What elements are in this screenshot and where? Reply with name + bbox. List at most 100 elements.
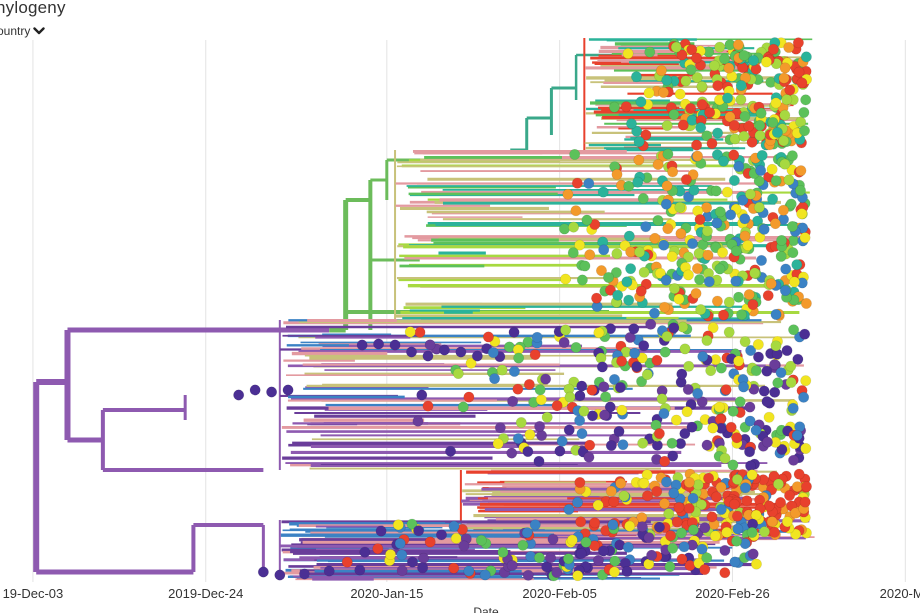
tip-marker[interactable] [575, 547, 587, 559]
tip-marker[interactable] [799, 125, 811, 137]
tip-marker[interactable] [274, 569, 286, 581]
tip-marker[interactable] [779, 109, 791, 121]
tip-marker[interactable] [682, 251, 694, 263]
tip-marker[interactable] [416, 389, 428, 401]
tip-marker[interactable] [465, 357, 477, 369]
tip-marker[interactable] [681, 406, 693, 418]
tip-marker[interactable] [655, 65, 667, 77]
tip-marker[interactable] [704, 106, 716, 118]
tip-marker[interactable] [766, 163, 778, 175]
tip-marker[interactable] [787, 247, 799, 259]
tip-marker[interactable] [605, 485, 617, 497]
tip-marker[interactable] [603, 271, 615, 283]
tip-marker[interactable] [404, 326, 416, 338]
tip-marker[interactable] [489, 373, 501, 385]
tip-marker[interactable] [781, 94, 793, 106]
tip-marker[interactable] [560, 324, 572, 336]
tip-marker[interactable] [621, 276, 633, 288]
tip-marker[interactable] [584, 439, 596, 451]
tip-marker[interactable] [282, 384, 294, 396]
tip-marker[interactable] [747, 548, 759, 560]
tip-marker[interactable] [691, 52, 703, 64]
tip-marker[interactable] [534, 420, 546, 432]
tip-marker[interactable] [739, 230, 751, 242]
tip-marker[interactable] [506, 447, 518, 459]
tip-marker[interactable] [723, 62, 735, 74]
tip-marker[interactable] [732, 39, 744, 51]
tip-markers[interactable] [233, 37, 813, 582]
tip-marker[interactable] [592, 554, 604, 566]
tip-marker[interactable] [612, 289, 624, 301]
tip-marker[interactable] [691, 71, 703, 83]
tip-marker[interactable] [714, 41, 726, 53]
tip-marker[interactable] [414, 326, 426, 338]
tip-marker[interactable] [758, 385, 770, 397]
tip-marker[interactable] [660, 198, 672, 210]
tip-marker[interactable] [632, 176, 644, 188]
tip-marker[interactable] [754, 129, 766, 141]
tip-marker[interactable] [629, 347, 641, 359]
tip-marker[interactable] [600, 391, 612, 403]
tip-marker[interactable] [412, 415, 424, 427]
tip-marker[interactable] [556, 435, 568, 447]
tip-marker[interactable] [667, 542, 679, 554]
tip-marker[interactable] [799, 496, 811, 508]
tip-marker[interactable] [448, 562, 460, 574]
tip-marker[interactable] [719, 544, 731, 556]
tip-marker[interactable] [776, 443, 788, 455]
tip-marker[interactable] [372, 543, 384, 555]
tip-marker[interactable] [692, 387, 704, 399]
tip-marker[interactable] [758, 526, 770, 538]
tip-marker[interactable] [435, 529, 447, 541]
tip-marker[interactable] [644, 46, 656, 58]
tip-marker[interactable] [727, 405, 739, 417]
tip-marker[interactable] [534, 384, 546, 396]
tip-marker[interactable] [623, 294, 635, 306]
tip-marker[interactable] [721, 526, 733, 538]
tip-marker[interactable] [725, 209, 737, 221]
tip-marker[interactable] [788, 324, 800, 336]
tip-marker[interactable] [494, 422, 506, 434]
tip-marker[interactable] [624, 520, 636, 532]
tip-marker[interactable] [720, 384, 732, 396]
tip-marker[interactable] [747, 299, 759, 311]
tip-marker[interactable] [396, 565, 408, 577]
tip-marker[interactable] [622, 48, 634, 60]
tip-marker[interactable] [666, 437, 678, 449]
tip-marker[interactable] [551, 567, 563, 579]
tip-marker[interactable] [739, 482, 751, 494]
tip-marker[interactable] [769, 359, 781, 371]
tip-marker[interactable] [770, 97, 782, 109]
tip-marker[interactable] [723, 296, 735, 308]
tip-marker[interactable] [677, 119, 689, 131]
tip-marker[interactable] [728, 119, 740, 131]
tip-marker[interactable] [667, 450, 679, 462]
tip-marker[interactable] [665, 530, 677, 542]
tip-marker[interactable] [609, 555, 621, 567]
tip-marker[interactable] [673, 293, 685, 305]
tip-marker[interactable] [755, 165, 767, 177]
tip-marker[interactable] [730, 245, 742, 257]
tip-marker[interactable] [668, 322, 680, 334]
tip-marker[interactable] [788, 276, 800, 288]
tip-marker[interactable] [266, 386, 278, 398]
tip-marker[interactable] [707, 422, 719, 434]
tip-marker[interactable] [471, 350, 483, 362]
tip-marker[interactable] [625, 263, 637, 275]
tip-marker[interactable] [676, 553, 688, 565]
tip-marker[interactable] [668, 108, 680, 120]
tip-marker[interactable] [299, 568, 311, 580]
tip-marker[interactable] [658, 408, 670, 420]
tip-marker[interactable] [341, 556, 353, 568]
tip-marker[interactable] [598, 244, 610, 256]
tip-marker[interactable] [455, 346, 467, 358]
tip-marker[interactable] [575, 516, 587, 528]
tip-marker[interactable] [769, 386, 781, 398]
tip-marker[interactable] [778, 135, 790, 147]
tip-marker[interactable] [738, 50, 750, 62]
tip-marker[interactable] [574, 390, 586, 402]
tip-marker[interactable] [728, 498, 740, 510]
tip-marker[interactable] [680, 174, 692, 186]
tip-marker[interactable] [735, 80, 747, 92]
tip-marker[interactable] [752, 338, 764, 350]
